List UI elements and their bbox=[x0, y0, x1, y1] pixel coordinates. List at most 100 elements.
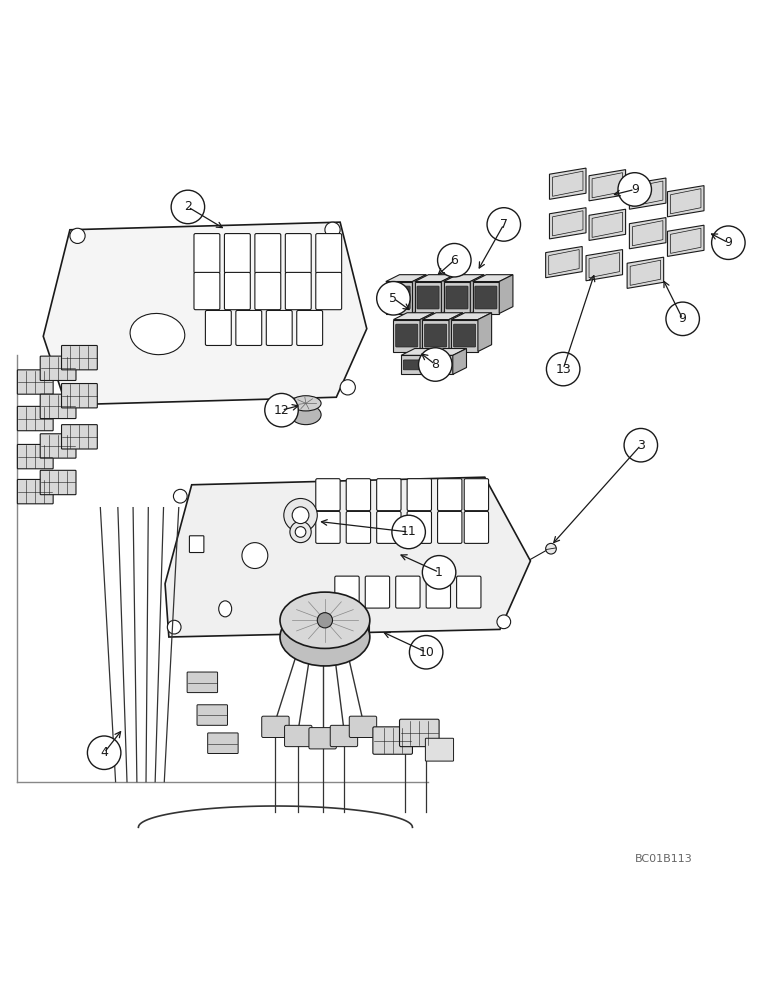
Polygon shape bbox=[452, 320, 478, 352]
Polygon shape bbox=[545, 247, 582, 278]
Polygon shape bbox=[549, 208, 586, 239]
Ellipse shape bbox=[290, 396, 321, 411]
FancyBboxPatch shape bbox=[346, 511, 371, 543]
Polygon shape bbox=[420, 313, 434, 352]
FancyBboxPatch shape bbox=[194, 234, 220, 273]
FancyBboxPatch shape bbox=[285, 234, 311, 273]
Circle shape bbox=[292, 507, 309, 524]
FancyBboxPatch shape bbox=[316, 234, 342, 273]
Text: 3: 3 bbox=[637, 439, 645, 452]
FancyBboxPatch shape bbox=[417, 286, 439, 309]
Circle shape bbox=[66, 387, 81, 403]
FancyBboxPatch shape bbox=[206, 310, 231, 345]
FancyBboxPatch shape bbox=[396, 576, 420, 608]
Polygon shape bbox=[449, 313, 463, 352]
Circle shape bbox=[340, 380, 355, 395]
Circle shape bbox=[410, 635, 443, 669]
FancyBboxPatch shape bbox=[403, 360, 422, 370]
Circle shape bbox=[167, 620, 181, 634]
FancyBboxPatch shape bbox=[335, 576, 359, 608]
Polygon shape bbox=[415, 282, 442, 314]
Text: BC01B113: BC01B113 bbox=[635, 854, 692, 864]
Polygon shape bbox=[415, 275, 455, 282]
FancyBboxPatch shape bbox=[40, 470, 76, 495]
Polygon shape bbox=[44, 222, 367, 405]
FancyBboxPatch shape bbox=[62, 345, 97, 370]
Text: 10: 10 bbox=[418, 646, 434, 659]
Text: 11: 11 bbox=[401, 525, 416, 538]
FancyBboxPatch shape bbox=[457, 576, 481, 608]
Ellipse shape bbox=[290, 405, 321, 425]
Polygon shape bbox=[627, 257, 664, 288]
Polygon shape bbox=[668, 225, 704, 256]
Circle shape bbox=[265, 393, 298, 427]
Polygon shape bbox=[424, 349, 438, 374]
Polygon shape bbox=[586, 250, 623, 281]
Polygon shape bbox=[453, 349, 467, 374]
Polygon shape bbox=[393, 320, 420, 352]
Text: 7: 7 bbox=[500, 218, 508, 231]
FancyBboxPatch shape bbox=[475, 286, 497, 309]
Circle shape bbox=[392, 515, 426, 549]
Circle shape bbox=[173, 489, 187, 503]
Polygon shape bbox=[444, 282, 471, 314]
Text: 5: 5 bbox=[390, 292, 397, 305]
Polygon shape bbox=[473, 275, 513, 282]
FancyBboxPatch shape bbox=[225, 272, 251, 310]
Text: 8: 8 bbox=[432, 358, 439, 371]
Text: 9: 9 bbox=[724, 236, 732, 249]
Polygon shape bbox=[430, 349, 467, 355]
FancyBboxPatch shape bbox=[40, 434, 76, 458]
Text: 13: 13 bbox=[555, 363, 571, 376]
Polygon shape bbox=[499, 275, 513, 314]
Polygon shape bbox=[401, 355, 424, 374]
FancyBboxPatch shape bbox=[236, 310, 262, 345]
FancyBboxPatch shape bbox=[426, 576, 451, 608]
Polygon shape bbox=[549, 168, 586, 199]
FancyBboxPatch shape bbox=[62, 384, 97, 408]
FancyBboxPatch shape bbox=[18, 370, 53, 394]
FancyBboxPatch shape bbox=[316, 479, 340, 511]
Polygon shape bbox=[422, 313, 463, 320]
FancyBboxPatch shape bbox=[400, 719, 439, 747]
Text: 12: 12 bbox=[274, 404, 290, 417]
Text: 6: 6 bbox=[451, 254, 458, 267]
Polygon shape bbox=[422, 320, 449, 352]
FancyBboxPatch shape bbox=[284, 725, 312, 747]
FancyBboxPatch shape bbox=[407, 511, 432, 543]
FancyBboxPatch shape bbox=[189, 536, 204, 553]
FancyBboxPatch shape bbox=[208, 733, 238, 753]
Polygon shape bbox=[478, 313, 491, 352]
FancyBboxPatch shape bbox=[346, 479, 371, 511]
FancyBboxPatch shape bbox=[438, 479, 462, 511]
FancyBboxPatch shape bbox=[262, 716, 289, 738]
Circle shape bbox=[666, 302, 699, 336]
Circle shape bbox=[70, 228, 85, 243]
Circle shape bbox=[487, 208, 520, 241]
Polygon shape bbox=[401, 349, 438, 355]
FancyBboxPatch shape bbox=[377, 479, 401, 511]
Circle shape bbox=[171, 190, 205, 224]
FancyBboxPatch shape bbox=[187, 672, 218, 693]
Circle shape bbox=[290, 521, 311, 543]
Circle shape bbox=[618, 173, 652, 206]
Polygon shape bbox=[430, 355, 453, 374]
Polygon shape bbox=[452, 313, 491, 320]
FancyBboxPatch shape bbox=[365, 576, 390, 608]
Text: 9: 9 bbox=[631, 183, 639, 196]
Ellipse shape bbox=[280, 592, 370, 648]
Circle shape bbox=[87, 736, 121, 769]
Polygon shape bbox=[442, 275, 455, 314]
FancyBboxPatch shape bbox=[465, 479, 488, 511]
FancyBboxPatch shape bbox=[388, 286, 410, 309]
FancyBboxPatch shape bbox=[267, 310, 292, 345]
FancyBboxPatch shape bbox=[316, 511, 340, 543]
Polygon shape bbox=[589, 209, 626, 240]
FancyBboxPatch shape bbox=[426, 738, 454, 761]
FancyBboxPatch shape bbox=[255, 234, 280, 273]
Circle shape bbox=[295, 527, 306, 537]
FancyBboxPatch shape bbox=[255, 272, 280, 310]
Circle shape bbox=[624, 428, 658, 462]
FancyBboxPatch shape bbox=[197, 705, 228, 725]
FancyBboxPatch shape bbox=[296, 310, 322, 345]
